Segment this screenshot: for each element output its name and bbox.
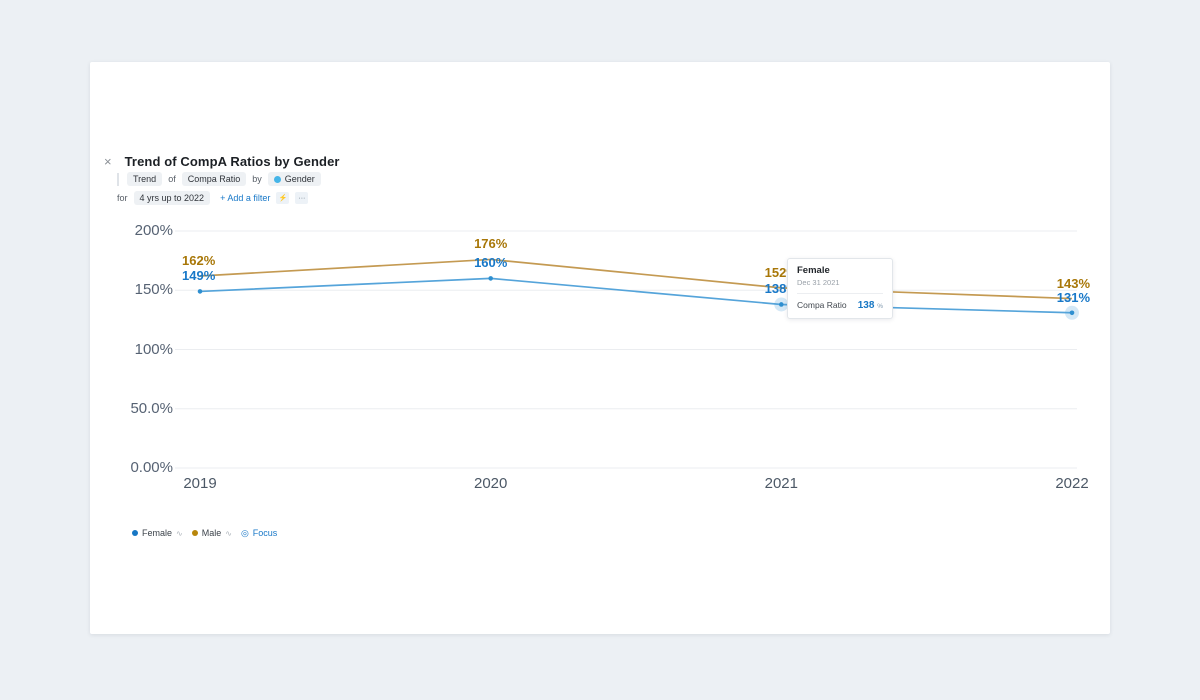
data-label-male-2020: 176% [474,236,508,252]
gender-dot-icon [273,175,281,183]
data-label-male-2019: 162% [182,253,216,269]
tooltip-value-number: 138 [857,300,875,311]
y-axis-tick-label: 150% [134,281,173,299]
card-header: × Trend of CompA Ratios by Gender [102,154,340,169]
tooltip-metric-row: Compa Ratio 138 % [797,294,883,311]
data-point-female[interactable] [488,276,494,281]
data-label-female-2020: 160% [474,255,508,271]
data-label-female-2022: 131% [1056,289,1090,305]
page-title: Trend of CompA Ratios by Gender [124,154,340,169]
chart-legend: Female ∿ Male ∿ ◎ Focus [132,528,277,538]
legend-item-male[interactable]: Male ∿ [191,528,232,538]
focus-label: Focus [252,528,278,538]
sparkline-icon[interactable]: ∿ [225,528,232,538]
close-icon[interactable]: × [104,154,112,169]
focus-icon: ◎ [240,527,249,538]
y-axis-tick-label: 100% [134,340,173,358]
y-axis-tick-label: 50.0% [130,399,173,417]
chart-tooltip: Female Dec 31 2021 Compa Ratio 138 % [787,258,893,319]
tooltip-series-name: Female [797,265,830,276]
query-pill-metric[interactable]: Compa Ratio [181,172,247,186]
tooltip-metric-value: 138 % [858,300,883,311]
legend-dot-icon [132,530,138,536]
x-axis-tick-label: 2022 [1055,475,1089,492]
query-pill-timeframe[interactable]: 4 yrs up to 2022 [133,191,211,205]
bolt-icon[interactable]: ⚡ [276,192,290,204]
query-accent-bar [117,172,119,186]
x-axis-tick-label: 2021 [764,475,798,492]
query-row-filters: for 4 yrs up to 2022 + Add a filter ⚡ ··… [117,191,309,205]
more-options-icon[interactable]: ··· [295,192,309,204]
y-axis-tick-label: 200% [134,222,173,239]
series-line-female[interactable] [199,277,1073,314]
legend-dot-icon [191,530,198,536]
x-axis-tick-label: 2019 [183,475,217,492]
chart-card: × Trend of CompA Ratios by Gender Trend … [90,62,1110,634]
data-point-female[interactable] [197,289,203,294]
y-axis-tick-label: 0.00% [130,459,173,476]
query-row-main: Trend of Compa Ratio by Gender [117,172,321,186]
query-word-for: for [117,193,128,203]
legend-label: Male [201,528,222,538]
series-line-male[interactable] [199,258,1073,300]
legend-label: Female [142,528,173,538]
line-chart: Female Dec 31 2021 Compa Ratio 138 % 200… [90,222,1110,492]
query-dimension-label: Gender [284,174,315,184]
data-label-female-2019: 149% [182,268,216,284]
tooltip-date: Dec 31 2021 [797,278,883,294]
data-label-male-2022: 143% [1056,275,1090,291]
query-word-by: by [252,174,262,184]
tooltip-metric-label: Compa Ratio [797,300,847,310]
legend-item-female[interactable]: Female ∿ [132,528,183,538]
query-word-of: of [168,174,176,184]
plot-area [175,230,1079,469]
focus-button[interactable]: ◎ Focus [241,528,277,538]
query-pill-trend[interactable]: Trend [127,172,163,186]
tooltip-value-unit: % [877,303,883,310]
query-pill-dimension[interactable]: Gender [267,172,321,186]
add-filter-button[interactable]: + Add a filter [220,193,271,203]
x-axis-tick-label: 2020 [474,475,508,492]
sparkline-icon[interactable]: ∿ [176,528,183,538]
data-point-female[interactable] [1069,310,1075,316]
data-point-female[interactable] [779,302,784,307]
